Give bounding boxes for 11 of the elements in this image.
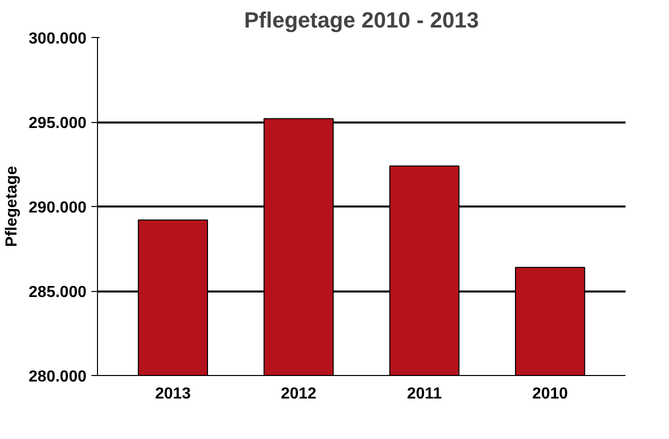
x-tick-label: 2012 [280, 386, 317, 402]
y-tick-label: 280.000 [28, 368, 87, 386]
y-tick-label: 290.000 [28, 200, 87, 216]
y-tick-label: 295.000 [28, 115, 87, 132]
x-tick-label: 2010 [532, 386, 568, 402]
y-tick-label: 285.000 [28, 284, 87, 301]
x-tick-label: 2011 [407, 386, 442, 402]
y-axis-title: Pflegetage [4, 166, 21, 247]
chart-title: Pflegetage 2010 - 2013 [244, 8, 479, 32]
x-tick-label: 2013 [155, 386, 191, 402]
y-tick-label: 300.000 [28, 30, 87, 48]
